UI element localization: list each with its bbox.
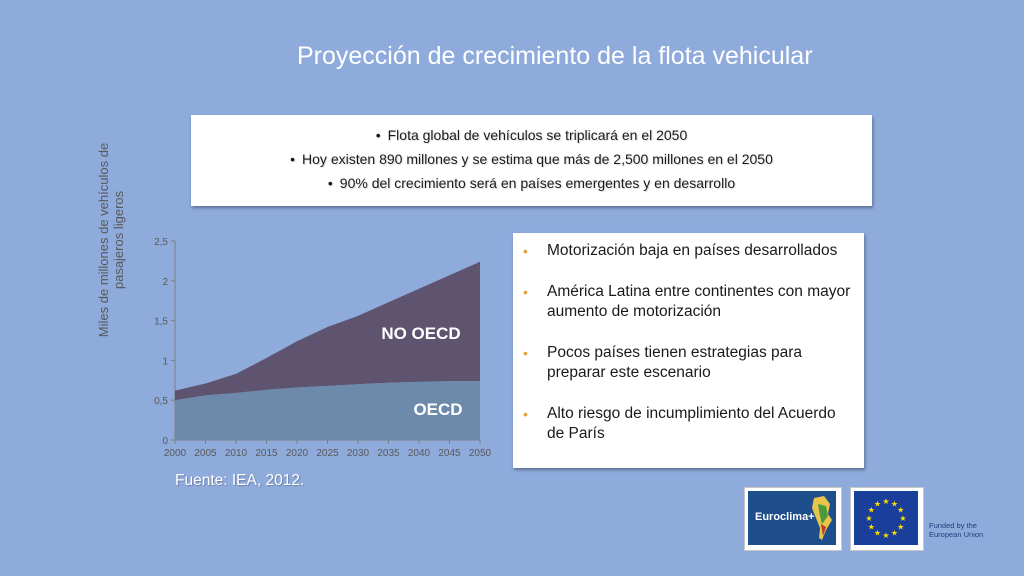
bullet-icon: • <box>523 284 528 300</box>
bullet-icon: • <box>523 243 528 259</box>
x-tick-label: 2030 <box>347 448 370 459</box>
x-tick-label: 2005 <box>194 448 217 459</box>
x-tick-label: 2035 <box>377 448 400 459</box>
x-tick-label: 2025 <box>316 448 339 459</box>
eu-star-icon: ★ <box>882 531 889 540</box>
x-tick-label: 2050 <box>469 448 492 459</box>
eu-star-icon: ★ <box>897 506 904 515</box>
y-tick-label: 1 <box>162 356 168 367</box>
summary-box: Flota global de vehículos se triplicará … <box>191 115 872 206</box>
eu-flag-panel: ★ ★ ★ ★ ★ ★ ★ ★ ★ ★ ★ ★ <box>854 491 918 545</box>
vehicle-fleet-chart: 0 0,5 1 1,5 2 2,5 2000 2005 2010 2015 2020 2025 2030… <box>88 228 498 468</box>
x-tick-label: 2010 <box>225 448 248 459</box>
finding-item: • Alto riesgo de incumplimiento del Acuer… <box>523 404 854 444</box>
slide-title: Proyección de crecimiento de la flota ve… <box>297 42 813 70</box>
eu-star-icon: ★ <box>865 514 872 523</box>
finding-text: Alto riesgo de incumplimiento del Acuerd… <box>547 405 836 442</box>
source-note: Fuente: IEA, 2012. <box>175 472 305 489</box>
bullet-icon: • <box>523 345 528 361</box>
latin-america-map-icon <box>812 496 832 540</box>
findings-box: • Motorización baja en países desarrollad… <box>513 233 864 468</box>
eu-star-icon: ★ <box>897 523 904 532</box>
finding-text: Pocos países tienen estrategias para pre… <box>547 344 803 381</box>
x-tick-label: 2040 <box>408 448 431 459</box>
euroclima-logo-panel: Euroclima+ <box>748 491 836 545</box>
euroclima-logo: Euroclima+ <box>744 487 842 551</box>
x-tick-label: 2000 <box>164 448 187 459</box>
euroclima-brand-text: Euroclima+ <box>755 511 815 523</box>
summary-bullet: 90% del crecimiento será en países emerg… <box>191 171 872 195</box>
finding-item: • Pocos países tienen estrategias para pr… <box>523 343 854 383</box>
x-tick-label: 2015 <box>255 448 278 459</box>
finding-item: • América Latina entre continentes con ma… <box>523 282 854 322</box>
area-oecd <box>175 381 480 440</box>
y-tick-label: 0 <box>162 436 168 447</box>
y-tick-label: 2,5 <box>154 237 168 248</box>
eu-stars-icon: ★ ★★★★★★★★★★★ <box>865 497 906 540</box>
eu-star-icon: ★ <box>868 523 875 532</box>
eu-star-icon: ★ <box>891 499 898 508</box>
eu-star-icon: ★ <box>891 529 898 538</box>
bullet-icon: • <box>523 406 528 422</box>
eu-star-icon: ★ <box>868 506 875 515</box>
series-label-no-oecd: NO OECD <box>381 324 460 343</box>
series-label-oecd: OECD <box>413 400 462 419</box>
eu-star-icon: ★ <box>899 514 906 523</box>
eu-flag-logo: ★ ★ ★ ★ ★ ★ ★ ★ ★ ★ ★ ★ <box>850 487 924 551</box>
x-tick-label: 2020 <box>286 448 309 459</box>
summary-bullet: Hoy existen 890 millones y se estima que… <box>191 147 872 171</box>
funded-by-eu-text: Funded by the European Union <box>929 521 984 539</box>
finding-text: Motorización baja en países desarrollado… <box>547 242 838 259</box>
y-axis-label: Miles de millones de vehículos de pasaje… <box>96 142 126 338</box>
y-tick-label: 2 <box>162 277 168 288</box>
summary-bullet: Flota global de vehículos se triplicará … <box>191 123 872 147</box>
finding-item: • Motorización baja en países desarrollad… <box>523 241 854 261</box>
eu-star-icon: ★ <box>882 497 889 506</box>
y-tick-label: 0,5 <box>154 396 168 407</box>
area-no-oecd <box>175 261 480 401</box>
eu-star-icon: ★ <box>874 529 881 538</box>
eu-star-icon: ★ <box>874 499 881 508</box>
x-tick-label: 2045 <box>438 448 461 459</box>
chart-svg: 0 0,5 1 1,5 2 2,5 2000 2005 2010 2015 2020 2025 2030… <box>154 237 492 459</box>
y-tick-label: 1,5 <box>154 317 168 328</box>
finding-text: América Latina entre continentes con may… <box>547 283 851 320</box>
